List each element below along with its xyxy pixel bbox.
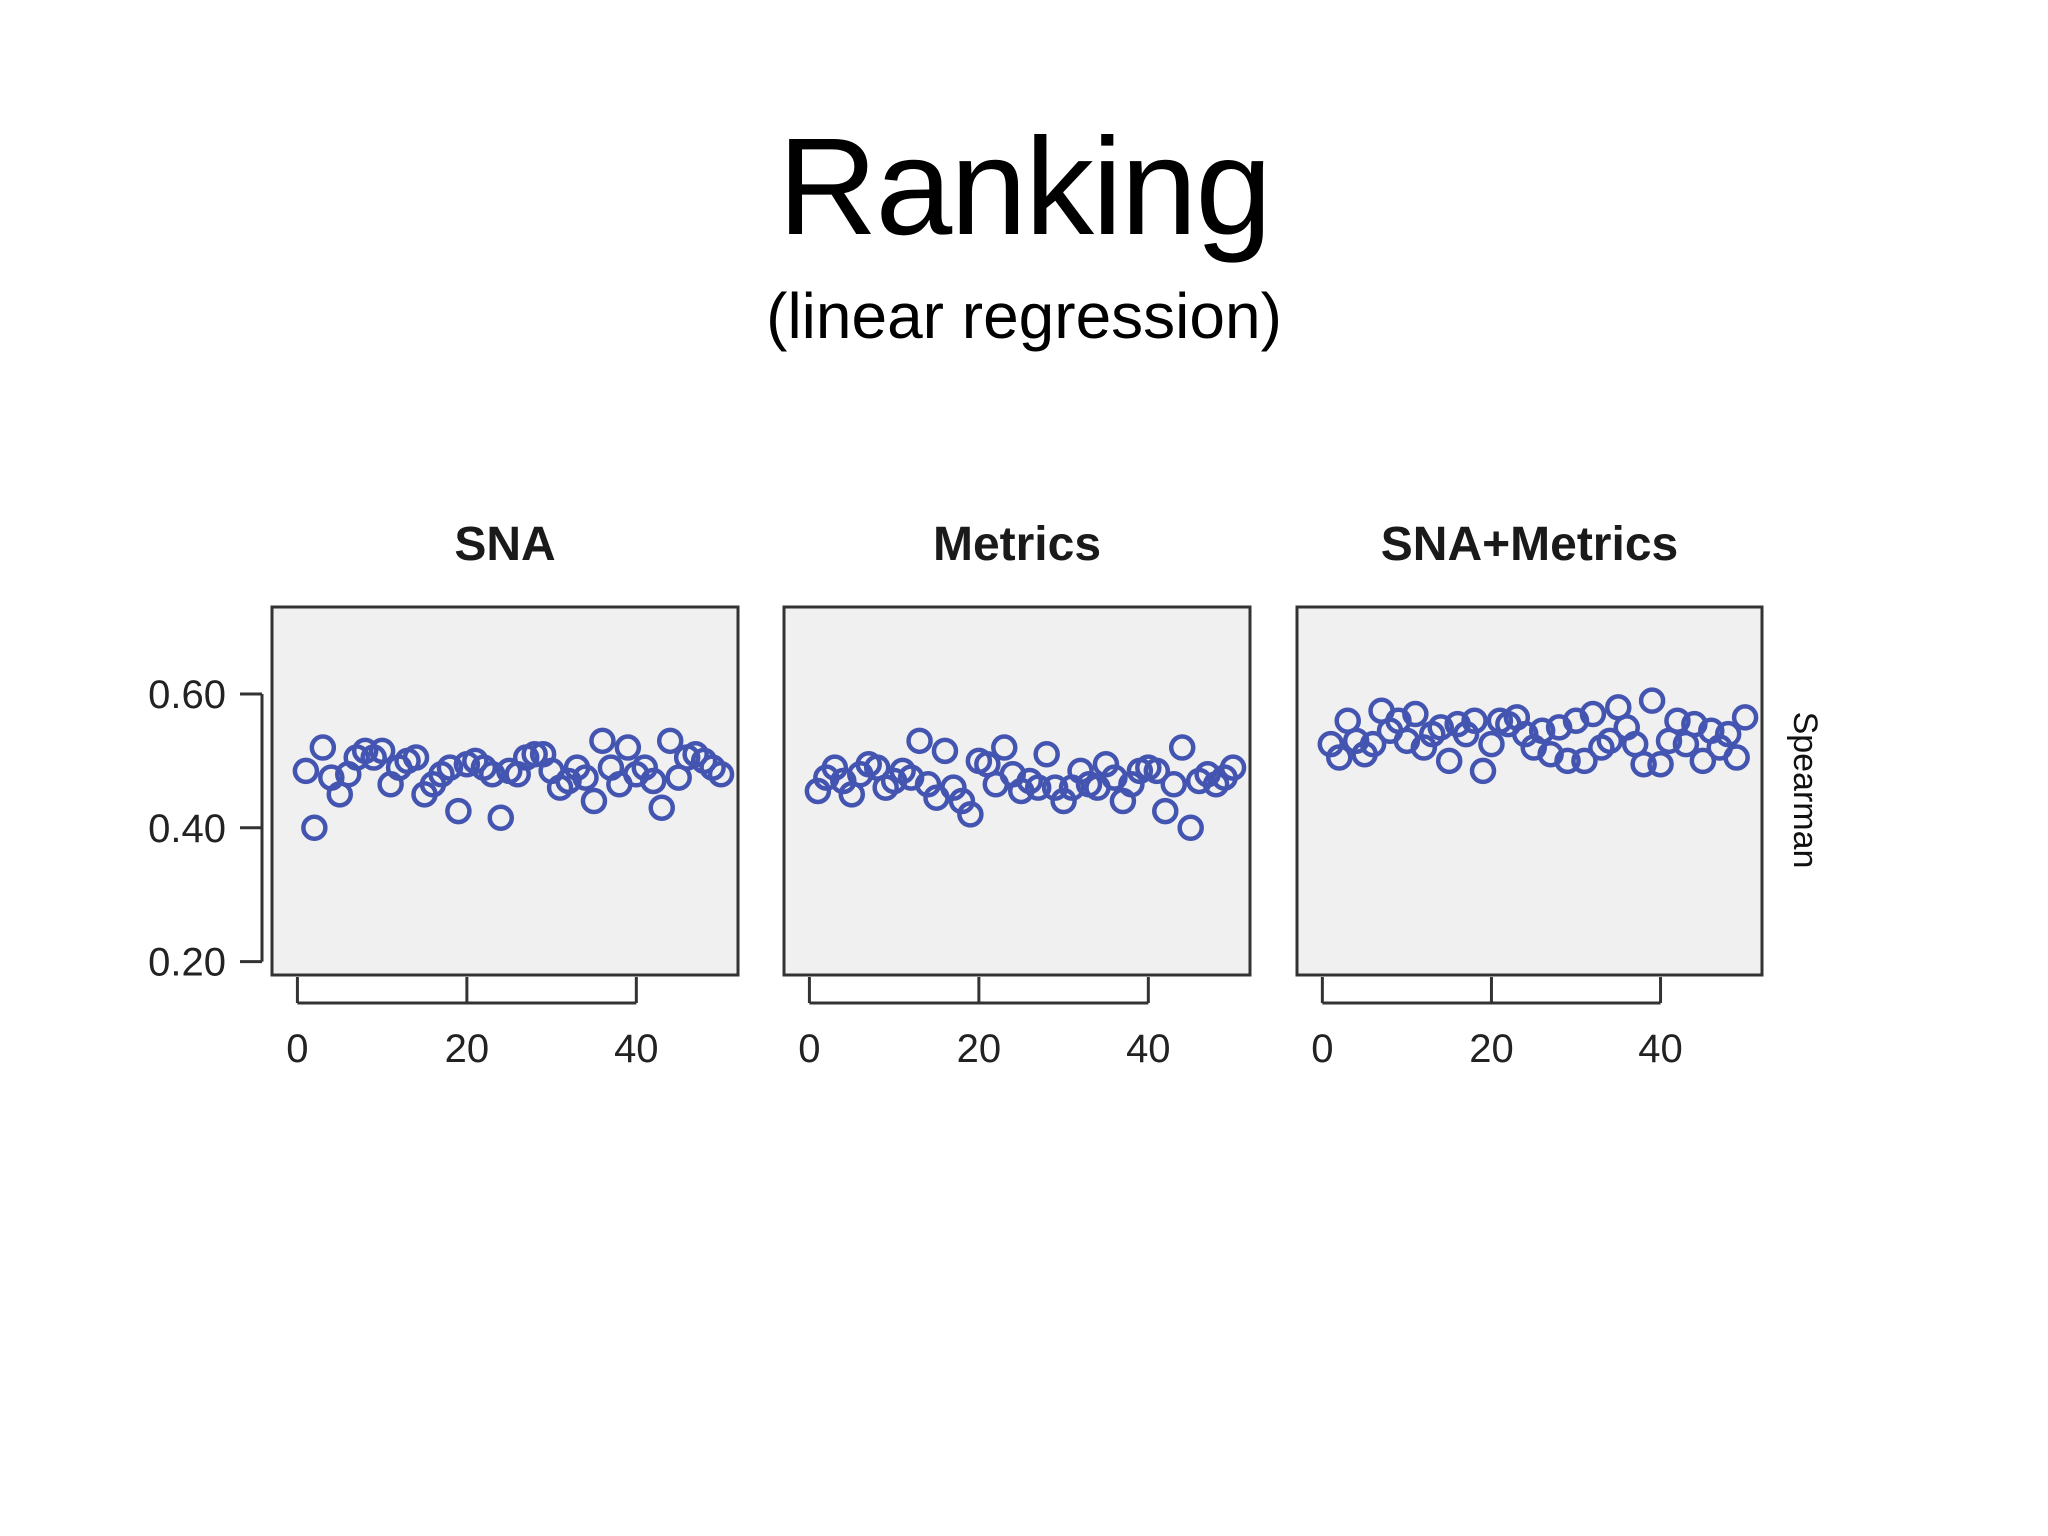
sna-metrics-plot-area: [1295, 605, 1764, 977]
sna-metrics-point-6: [1359, 730, 1387, 758]
slide-subtitle: (linear regression): [766, 280, 1282, 352]
sna-point-44: [656, 727, 684, 755]
sna-y-tick-label-0.60: 0.60: [148, 673, 226, 717]
sna-point-18: [436, 754, 464, 781]
metrics-point-42: [1152, 797, 1179, 825]
sna-metrics-point-15: [1435, 747, 1463, 775]
sna-metrics-x-tick-label-20: 20: [1469, 1027, 1514, 1071]
sna-metrics-point-31: [1571, 747, 1598, 775]
metrics-point-45: [1177, 814, 1204, 842]
sna-x-tick-label-20: 20: [445, 1027, 490, 1071]
sna-metrics-point-18: [1461, 707, 1488, 734]
sna-metrics-x-tick-label-0: 0: [1311, 1027, 1333, 1071]
sna-point-24: [487, 804, 515, 832]
sna-x-tick-label-40: 40: [614, 1027, 659, 1071]
sna-metrics-x-tick-label-40: 40: [1638, 1027, 1683, 1071]
sna-metrics-point-14: [1427, 714, 1454, 741]
sna-point-43: [648, 794, 675, 821]
sna-y-tick-label-0.20: 0.20: [148, 941, 226, 985]
metrics-point-13: [906, 727, 933, 755]
sna-metrics-point-42: [1664, 707, 1691, 734]
metrics-point-27: [1024, 774, 1052, 801]
sna-point-35: [580, 787, 608, 815]
sna-metrics-point-2: [1326, 744, 1353, 771]
metrics-point-44: [1168, 734, 1196, 761]
sna-point-50: [707, 761, 735, 788]
sna-metrics-point-19: [1469, 757, 1497, 785]
sna-point-39: [614, 734, 642, 761]
sna-metrics-point-38: [1630, 750, 1657, 778]
sna-metrics-side-label: Spearman: [1786, 712, 1824, 869]
sna-point-2: [301, 814, 328, 842]
sna-title: SNA: [454, 518, 555, 571]
sna-metrics-point-26: [1528, 717, 1556, 745]
sna-y-tick-label-0.40: 0.40: [148, 807, 226, 851]
sna-metrics-title: SNA+Metrics: [1381, 518, 1678, 571]
metrics-point-43: [1160, 771, 1187, 798]
sna-point-14: [402, 744, 430, 771]
metrics-x-tick-label-0: 0: [798, 1027, 820, 1071]
metrics-point-23: [991, 734, 1018, 761]
sna-metrics-point-11: [1402, 700, 1429, 728]
sna-metrics-point-29: [1554, 747, 1581, 775]
slide-title: Ranking: [777, 110, 1272, 264]
sna-point-28: [521, 740, 548, 768]
sna-x-tick-label-0: 0: [286, 1027, 308, 1071]
sna-plot-area: [270, 605, 740, 977]
sna-point-36: [589, 727, 616, 755]
metrics-point-19: [957, 801, 984, 828]
sna-point-1: [292, 757, 320, 785]
metrics-title: Metrics: [933, 518, 1101, 571]
sna-point-3: [309, 734, 337, 761]
metrics-x-tick-label-20: 20: [957, 1027, 1002, 1071]
sna-point-34: [572, 764, 599, 791]
metrics-point-50: [1219, 754, 1247, 781]
metrics-point-41: [1143, 757, 1171, 785]
sna-metrics-point-39: [1638, 687, 1666, 714]
sna-metrics-point-34: [1596, 727, 1624, 755]
sna-metrics-point-50: [1731, 704, 1759, 731]
sna-metrics-point-49: [1723, 744, 1750, 771]
sna-metrics-point-32: [1579, 700, 1607, 728]
sna-metrics-point-48: [1714, 720, 1742, 748]
metrics-point-16: [931, 737, 959, 765]
sna-metrics-point-45: [1689, 747, 1717, 775]
sna-point-10: [368, 737, 396, 765]
metrics-point-28: [1033, 740, 1060, 768]
sna-point-19: [445, 797, 472, 825]
sna-point-23: [479, 761, 506, 788]
sna-point-42: [640, 767, 667, 795]
sna-metrics-point-40: [1647, 750, 1674, 778]
metrics-x-tick-label-40: 40: [1126, 1027, 1171, 1071]
sna-metrics-point-20: [1478, 730, 1505, 758]
